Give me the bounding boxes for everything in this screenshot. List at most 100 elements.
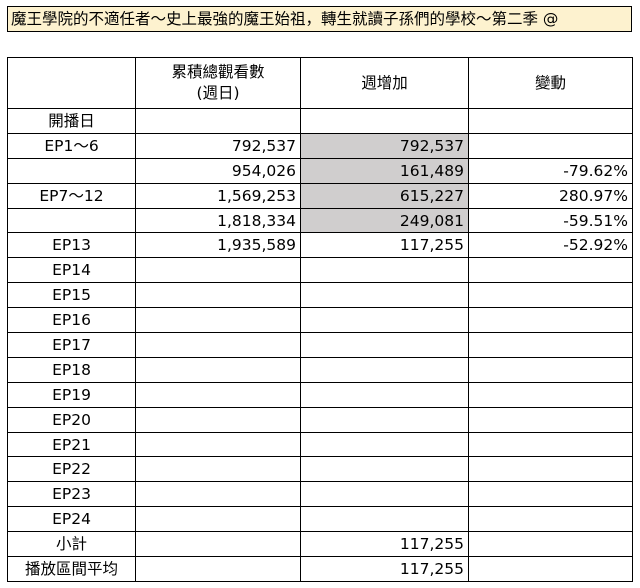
weekly-increase-cell	[300, 481, 469, 508]
footer-label-cell: 播放區間平均	[7, 556, 136, 582]
footer-cumulative-cell	[135, 531, 301, 558]
table-row: EP21	[7, 431, 633, 458]
row-label-cell: EP19	[7, 381, 136, 408]
footer-change-cell	[468, 531, 633, 558]
table-row: EP20	[7, 406, 633, 433]
row-label-cell: EP7～12	[7, 182, 136, 209]
row-label-cell: EP13	[7, 232, 136, 259]
change-cell	[468, 381, 633, 408]
footer-weekly-cell: 117,255	[300, 556, 469, 582]
row-label-cell: EP20	[7, 406, 136, 433]
change-cell	[468, 431, 633, 458]
footer-label-cell: 小計	[7, 531, 136, 558]
weekly-increase-cell: 249,081	[300, 207, 469, 234]
weekly-increase-cell	[300, 356, 469, 383]
header-cumulative-cell: 累積總觀看數 (週日)	[135, 57, 301, 109]
weekly-increase-cell: 117,255	[300, 232, 469, 259]
cumulative-cell: 1,935,589	[135, 232, 301, 259]
cumulative-cell: 1,818,334	[135, 207, 301, 234]
header-row: 累積總觀看數 (週日) 週增加 變動	[7, 57, 633, 109]
cumulative-cell	[135, 307, 301, 334]
row-label-cell: EP17	[7, 332, 136, 358]
weekly-increase-cell	[300, 332, 469, 358]
header-change-cell: 變動	[468, 57, 633, 109]
table-row: EP15	[7, 282, 633, 309]
cumulative-cell	[135, 282, 301, 309]
table-row: EP17	[7, 332, 633, 358]
change-cell	[468, 506, 633, 533]
change-cell	[468, 332, 633, 358]
sheet-title: 魔王學院的不適任者～史上最強的魔王始祖，轉生就讀子孫們的學校～第二季 @	[7, 6, 632, 32]
table-row: 954,026 161,489 -79.62%	[7, 157, 633, 184]
cumulative-cell	[135, 356, 301, 383]
cumulative-cell	[135, 431, 301, 458]
table-row: EP23	[7, 481, 633, 508]
table-row: 開播日	[7, 108, 633, 134]
header-weekly-cell: 週增加	[300, 57, 469, 109]
row-label-cell: EP23	[7, 481, 136, 508]
cumulative-cell	[135, 456, 301, 483]
weekly-increase-cell	[300, 456, 469, 483]
row-label-cell: 開播日	[7, 108, 136, 134]
row-label-cell: EP15	[7, 282, 136, 309]
change-cell	[468, 108, 633, 134]
change-cell: -52.92%	[468, 232, 633, 259]
row-label-cell: EP21	[7, 431, 136, 458]
footer-row: 小計 117,255	[7, 531, 633, 558]
row-label-cell: EP18	[7, 356, 136, 383]
weekly-increase-cell	[300, 257, 469, 284]
row-label-cell: EP22	[7, 456, 136, 483]
change-cell	[468, 356, 633, 383]
table-row: EP7～12 1,569,253 615,227 280.97%	[7, 182, 633, 209]
change-cell: -59.51%	[468, 207, 633, 234]
table-row: EP14	[7, 257, 633, 284]
row-label-cell: EP16	[7, 307, 136, 334]
weekly-increase-cell: 161,489	[300, 157, 469, 184]
row-label-cell	[7, 207, 136, 234]
change-cell	[468, 307, 633, 334]
change-cell	[468, 481, 633, 508]
cumulative-cell	[135, 381, 301, 408]
cumulative-cell	[135, 481, 301, 508]
cumulative-cell: 792,537	[135, 132, 301, 159]
cumulative-cell: 1,569,253	[135, 182, 301, 209]
footer-row: 播放區間平均 117,255	[7, 556, 633, 582]
table-row: EP19	[7, 381, 633, 408]
cumulative-cell	[135, 108, 301, 134]
weekly-increase-cell	[300, 406, 469, 433]
weekly-increase-cell	[300, 108, 469, 134]
cumulative-cell: 954,026	[135, 157, 301, 184]
footer-change-cell	[468, 556, 633, 582]
footer-cumulative-cell	[135, 556, 301, 582]
table-row: 1,818,334 249,081 -59.51%	[7, 207, 633, 234]
change-cell	[468, 456, 633, 483]
table-row: EP24	[7, 506, 633, 533]
weekly-increase-cell	[300, 381, 469, 408]
weekly-increase-cell	[300, 506, 469, 533]
change-cell: 280.97%	[468, 182, 633, 209]
change-cell	[468, 406, 633, 433]
cumulative-cell	[135, 257, 301, 284]
row-label-cell: EP1～6	[7, 132, 136, 159]
weekly-increase-cell	[300, 431, 469, 458]
change-cell	[468, 282, 633, 309]
change-cell: -79.62%	[468, 157, 633, 184]
cumulative-cell	[135, 506, 301, 533]
cumulative-cell	[135, 406, 301, 433]
table-row: EP22	[7, 456, 633, 483]
cumulative-cell	[135, 332, 301, 358]
change-cell	[468, 257, 633, 284]
table-row: EP13 1,935,589 117,255 -52.92%	[7, 232, 633, 259]
footer-weekly-cell: 117,255	[300, 531, 469, 558]
change-cell	[468, 132, 633, 159]
weekly-increase-cell: 792,537	[300, 132, 469, 159]
row-label-cell: EP24	[7, 506, 136, 533]
row-label-cell: EP14	[7, 257, 136, 284]
viewership-table: 累積總觀看數 (週日) 週增加 變動 開播日 EP1～6 792,537 792,53…	[7, 57, 633, 582]
table-row: EP1～6 792,537 792,537	[7, 132, 633, 159]
weekly-increase-cell	[300, 282, 469, 309]
row-label-cell	[7, 157, 136, 184]
table-row: EP18	[7, 356, 633, 383]
header-label-cell	[7, 57, 136, 109]
weekly-increase-cell: 615,227	[300, 182, 469, 209]
